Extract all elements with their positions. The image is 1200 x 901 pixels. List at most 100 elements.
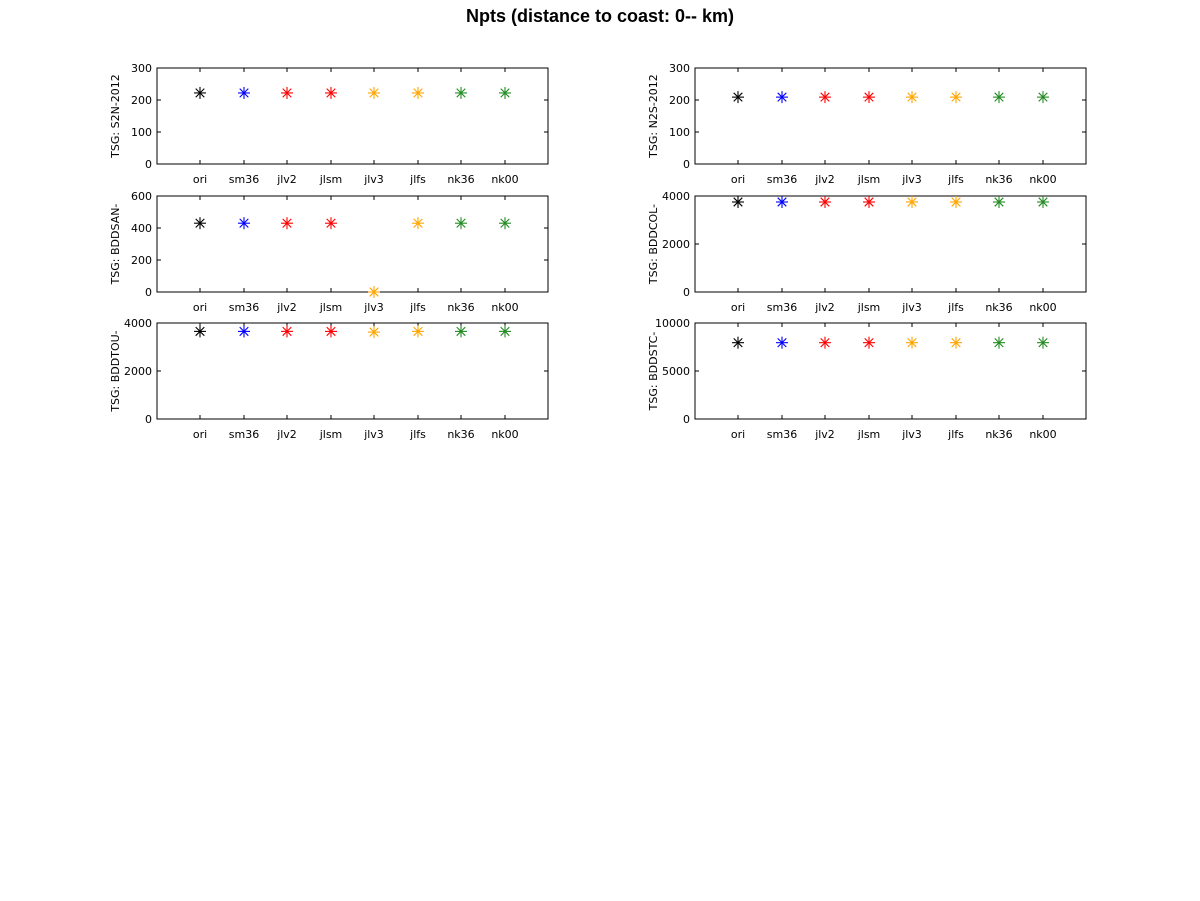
x-tick-label: nk00 xyxy=(491,428,518,441)
data-point-nk36 xyxy=(993,91,1005,104)
data-point-jlsm xyxy=(863,196,875,208)
y-tick-label: 4000 xyxy=(124,317,152,330)
data-point-jlsm xyxy=(325,325,337,338)
y-tick-label: 4000 xyxy=(662,190,690,203)
data-point-ori xyxy=(732,336,744,349)
y-axis-label: TSG: BDDSTC- xyxy=(647,332,660,412)
y-tick-label: 2000 xyxy=(124,365,152,378)
x-tick-label: ori xyxy=(731,428,745,441)
x-tick-label: jlfs xyxy=(409,301,426,314)
x-tick-label: jlv3 xyxy=(901,301,922,314)
subplot-6: 0 5000 10000 TSG: BDDSTC-ori sm36 jlv2 jlsm jlv… xyxy=(647,317,1087,441)
x-tick-label: jlsm xyxy=(857,428,881,441)
x-tick-label: jlv2 xyxy=(814,301,835,314)
x-tick-label: jlsm xyxy=(857,301,881,314)
y-axis-label: TSG: BDDCOL- xyxy=(647,204,660,285)
data-point-jlv3 xyxy=(906,196,918,208)
y-tick-label: 400 xyxy=(131,222,152,235)
data-point-jlv2 xyxy=(281,325,293,338)
x-tick-label: sm36 xyxy=(767,301,797,314)
x-tick-label: sm36 xyxy=(767,428,797,441)
data-point-nk36 xyxy=(455,86,467,99)
y-tick-label: 200 xyxy=(131,254,152,267)
data-point-jlfs xyxy=(412,217,424,230)
x-tick-label: jlsm xyxy=(319,428,343,441)
x-tick-label: jlv3 xyxy=(363,173,384,186)
y-axis-label: TSG: N2S-2012 xyxy=(647,74,660,159)
x-tick-label: sm36 xyxy=(229,301,259,314)
y-tick-label: 100 xyxy=(131,126,152,139)
x-tick-label: nk36 xyxy=(985,173,1012,186)
x-tick-label: jlfs xyxy=(947,428,964,441)
data-point-jlv3 xyxy=(368,86,380,99)
y-tick-label: 300 xyxy=(669,62,690,75)
axes-frame xyxy=(694,195,1087,293)
data-point-jlv2 xyxy=(819,196,831,208)
x-tick-label: jlv3 xyxy=(901,428,922,441)
x-tick-label: jlv3 xyxy=(363,301,384,314)
data-point-nk00 xyxy=(1037,196,1049,208)
y-tick-label: 200 xyxy=(669,94,690,107)
y-tick-label: 5000 xyxy=(662,365,690,378)
data-point-jlsm xyxy=(325,86,337,99)
y-axis-label: TSG: BDDTOU- xyxy=(109,330,122,412)
y-tick-label: 0 xyxy=(683,158,690,171)
data-point-ori xyxy=(194,217,206,230)
data-point-jlv2 xyxy=(819,91,831,104)
data-point-nk00 xyxy=(1037,336,1049,349)
data-point-jlv3 xyxy=(368,326,380,339)
y-tick-label: 2000 xyxy=(662,238,690,251)
data-point-jlsm xyxy=(325,217,337,230)
data-point-nk00 xyxy=(499,86,511,99)
x-tick-label: jlfs xyxy=(947,301,964,314)
data-point-nk00 xyxy=(1037,91,1049,104)
x-tick-label: nk36 xyxy=(985,301,1012,314)
x-tick-label: ori xyxy=(193,428,207,441)
x-tick-label: ori xyxy=(193,301,207,314)
subplot-2: 0 100 200 300 TSG: N2S-2012 ori sm36 jlv2 jlsm jl… xyxy=(647,62,1087,186)
y-tick-label: 100 xyxy=(669,126,690,139)
x-tick-label: jlv2 xyxy=(276,428,297,441)
x-tick-label: sm36 xyxy=(767,173,797,186)
x-tick-label: nk00 xyxy=(491,173,518,186)
y-axis-label: TSG: S2N-2012 xyxy=(109,74,122,159)
x-tick-label: nk36 xyxy=(985,428,1012,441)
data-point-sm36 xyxy=(776,336,788,349)
axes-frame xyxy=(694,67,1087,165)
data-point-ori xyxy=(732,196,744,208)
y-tick-label: 0 xyxy=(145,158,152,171)
y-tick-label: 0 xyxy=(145,413,152,426)
y-tick-label: 10000 xyxy=(655,317,690,330)
x-tick-label: jlv2 xyxy=(276,301,297,314)
axes-frame xyxy=(694,322,1087,420)
x-tick-label: nk36 xyxy=(447,173,474,186)
data-point-jlfs xyxy=(950,196,962,208)
y-tick-label: 0 xyxy=(683,286,690,299)
axes-frame xyxy=(156,195,549,293)
data-point-jlv2 xyxy=(281,217,293,230)
subplot-3: 0 200 400 600 TSG: BDDSAN-ori sm36 jlv2 jlsm jlv… xyxy=(109,190,549,314)
data-point-jlsm xyxy=(863,336,875,349)
data-point-ori xyxy=(194,325,206,338)
data-point-jlsm xyxy=(863,91,875,104)
y-tick-label: 0 xyxy=(683,413,690,426)
x-tick-label: jlv3 xyxy=(901,173,922,186)
x-tick-label: ori xyxy=(731,301,745,314)
data-point-nk36 xyxy=(993,336,1005,349)
x-tick-label: jlfs xyxy=(409,428,426,441)
data-point-nk36 xyxy=(993,196,1005,208)
data-point-sm36 xyxy=(776,91,788,104)
x-tick-label: nk00 xyxy=(1029,173,1056,186)
data-point-nk36 xyxy=(455,325,467,338)
data-point-jlv2 xyxy=(281,86,293,99)
data-point-jlv3 xyxy=(368,286,380,298)
figure-title: Npts (distance to coast: 0-- km) xyxy=(465,6,735,26)
x-tick-label: nk00 xyxy=(1029,428,1056,441)
x-tick-label: nk36 xyxy=(447,428,474,441)
data-point-ori xyxy=(732,91,744,104)
x-tick-label: jlsm xyxy=(319,301,343,314)
x-tick-label: jlv2 xyxy=(276,173,297,186)
